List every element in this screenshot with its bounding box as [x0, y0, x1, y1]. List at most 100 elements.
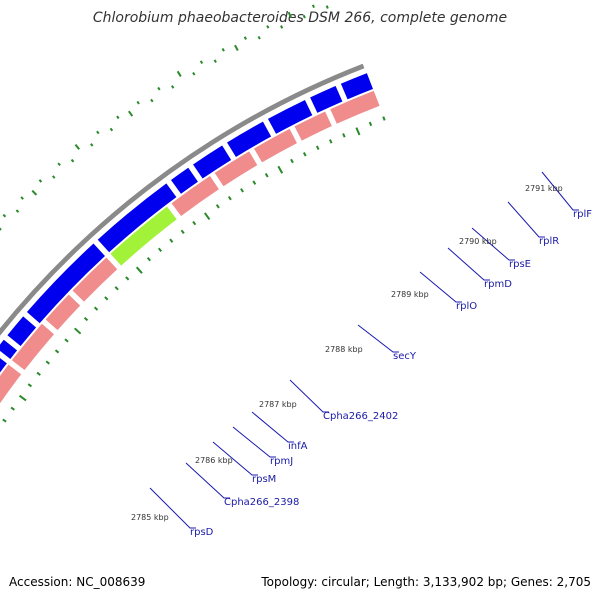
inner-tick: [315, 145, 320, 150]
label-line-9: [471, 227, 515, 261]
reverse-gene-10: [253, 128, 297, 163]
outer-tick: [0, 227, 2, 231]
forward-gene-8: [26, 243, 105, 324]
gene-label-rpsE[interactable]: rpsE: [509, 259, 531, 270]
reverse-gene-3: [0, 364, 22, 404]
gene-label-rplF[interactable]: rplF: [573, 209, 592, 220]
outer-tick: [15, 209, 20, 213]
kbp-label-2790: 2790 kbp: [459, 237, 497, 246]
topology-summary: Topology: circular; Length: 3,133,902 bp…: [261, 575, 591, 589]
outer-tick: [170, 85, 175, 89]
forward-gene-7: [7, 316, 37, 347]
inner-tick: [146, 256, 151, 262]
inner-tick: [169, 238, 174, 243]
inner-tick: [2, 418, 7, 423]
inner-tick: [277, 165, 284, 174]
inner-tick: [27, 383, 33, 388]
kbp-label-2789: 2789 kbp: [391, 290, 429, 299]
gene-label-rpsD[interactable]: rpsD: [190, 527, 214, 538]
kbp-label-2791: 2791 kbp: [525, 184, 563, 193]
outer-tick: [257, 35, 261, 40]
inner-tick: [290, 158, 294, 164]
outer-tick: [20, 196, 24, 200]
inner-tick: [240, 188, 244, 193]
inner-tick: [135, 266, 143, 274]
inner-tick: [10, 406, 15, 411]
inner-tick: [36, 371, 41, 376]
reverse-gene-6: [72, 257, 118, 302]
label-line-8: [447, 247, 490, 281]
inner-tick: [342, 133, 346, 138]
outer-tick-marks: [0, 4, 329, 231]
forward-gene-6: [0, 339, 18, 359]
forward-gene-13: [267, 99, 313, 134]
inner-tick: [227, 195, 232, 201]
gene-label-rpmJ[interactable]: rpmJ: [270, 456, 293, 467]
label-line-7: [419, 271, 462, 303]
inner-tick: [104, 296, 109, 301]
gene-label-infA[interactable]: infA: [288, 441, 308, 452]
inner-tick: [328, 139, 333, 144]
reverse-strand-genes: [0, 90, 380, 404]
outer-tick: [199, 60, 204, 65]
outer-tick: [90, 143, 94, 147]
outer-tick: [176, 70, 182, 77]
gene-label-cpha266-2398[interactable]: Cpha266_2398: [224, 497, 299, 508]
inner-tick: [74, 327, 82, 335]
outer-tick: [51, 175, 56, 179]
inner-tick: [18, 394, 27, 402]
kbp-label-2787: 2787 kbp: [259, 400, 297, 409]
label-line-11: [541, 171, 579, 211]
inner-tick-marks: [2, 116, 386, 423]
inner-tick: [192, 220, 197, 226]
forward-gene-11: [193, 145, 232, 179]
outer-tick: [234, 44, 239, 51]
inner-tick: [93, 306, 99, 311]
backbone-arc: [0, 64, 365, 336]
inner-tick: [302, 152, 307, 157]
outer-tick: [31, 189, 38, 196]
inner-tick: [157, 247, 163, 253]
outer-tick: [136, 100, 140, 105]
outer-tick: [302, 14, 306, 19]
forward-gene-9: [97, 183, 177, 253]
reverse-gene-9: [214, 151, 258, 187]
accession-text: Accession: NC_008639: [9, 575, 146, 589]
genome-backbone: [0, 63, 365, 336]
label-line-5: [289, 379, 329, 413]
label-line-10: [507, 201, 545, 238]
forward-gene-15: [340, 73, 374, 100]
label-line-2: [212, 441, 258, 476]
outer-tick: [221, 48, 225, 52]
inner-tick: [54, 349, 60, 354]
forward-gene-5: [0, 358, 7, 373]
gene-label-secY[interactable]: secY: [393, 351, 417, 362]
outer-tick: [57, 162, 61, 167]
outer-tick: [266, 25, 270, 29]
forward-gene-10: [170, 167, 198, 194]
inner-tick: [355, 127, 361, 136]
forward-gene-14: [310, 85, 343, 113]
outer-tick: [150, 98, 154, 103]
outer-tick: [116, 115, 120, 120]
gene-label-lines: [149, 171, 579, 529]
label-line-0: [149, 487, 196, 529]
outer-tick: [287, 11, 292, 19]
gene-label-rplR[interactable]: rplR: [539, 236, 559, 247]
outer-tick: [157, 86, 161, 91]
kbp-label-2788: 2788 kbp: [325, 345, 363, 354]
gene-label-cpha266-2402[interactable]: Cpha266_2402: [323, 411, 398, 422]
inner-tick: [180, 229, 185, 234]
gene-label-rpsM[interactable]: rpsM: [252, 474, 276, 485]
inner-tick: [368, 121, 373, 127]
gene-label-rpmD[interactable]: rpmD: [484, 279, 512, 290]
gene-label-rplO[interactable]: rplO: [456, 301, 477, 312]
inner-tick: [83, 316, 89, 322]
outer-tick: [74, 143, 81, 150]
outer-tick: [243, 36, 247, 40]
inner-tick: [264, 172, 269, 178]
inner-tick: [203, 212, 211, 221]
reverse-gene-8: [171, 175, 219, 217]
